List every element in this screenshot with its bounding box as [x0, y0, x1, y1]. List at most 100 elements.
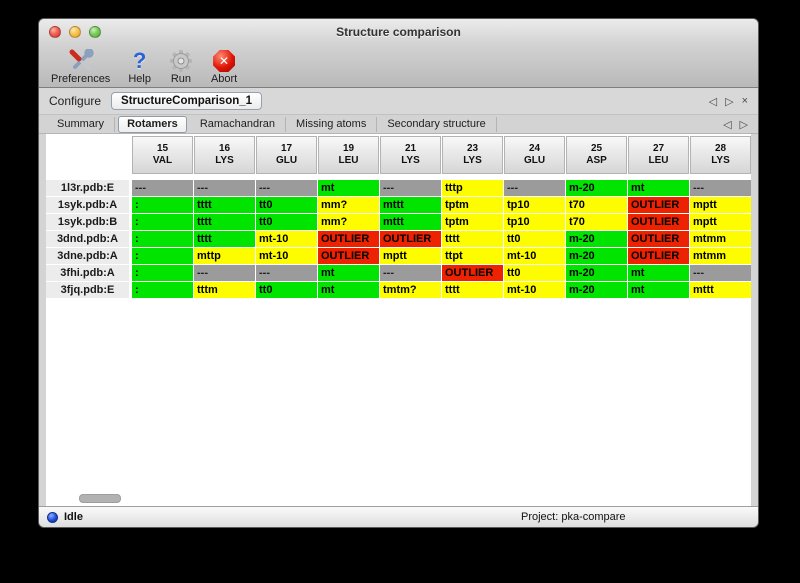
- rotamer-cell[interactable]: mptt: [690, 214, 751, 230]
- column-header-15[interactable]: 15 VAL: [132, 136, 193, 174]
- rotamer-cell[interactable]: OUTLIER: [628, 197, 689, 213]
- row-label[interactable]: 3fjq.pdb:E: [46, 282, 129, 298]
- rotamer-cell[interactable]: tttm: [194, 282, 255, 298]
- rotamer-cell[interactable]: mptt: [690, 197, 751, 213]
- column-header-17[interactable]: 17 GLU: [256, 136, 317, 174]
- rotamer-cell[interactable]: OUTLIER: [318, 248, 379, 264]
- rotamer-cell[interactable]: tttt: [194, 214, 255, 230]
- rotamer-cell[interactable]: mt: [628, 180, 689, 196]
- next-config-icon[interactable]: ▷: [725, 95, 734, 108]
- column-header-27[interactable]: 27 LEU: [628, 136, 689, 174]
- rotamer-cell[interactable]: tttp: [442, 180, 503, 196]
- rotamer-cell[interactable]: OUTLIER: [318, 231, 379, 247]
- row-label[interactable]: 1syk.pdb:A: [46, 197, 129, 213]
- rotamer-cell[interactable]: mt-10: [256, 231, 317, 247]
- rotamer-cell[interactable]: ---: [194, 265, 255, 281]
- rotamer-cell[interactable]: :: [132, 231, 193, 247]
- rotamer-cell[interactable]: mt: [318, 180, 379, 196]
- rotamer-cell[interactable]: ---: [690, 265, 751, 281]
- rotamer-cell[interactable]: mttt: [380, 214, 441, 230]
- tab-missing-atoms[interactable]: Missing atoms: [286, 116, 378, 132]
- rotamer-cell[interactable]: m-20: [566, 231, 627, 247]
- rotamer-cell[interactable]: :: [132, 197, 193, 213]
- next-tab-icon[interactable]: ▷: [739, 118, 748, 131]
- column-header-23[interactable]: 23 LYS: [442, 136, 503, 174]
- rotamer-cell[interactable]: OUTLIER: [442, 265, 503, 281]
- close-config-icon[interactable]: ×: [741, 94, 748, 107]
- rotamer-cell[interactable]: tttt: [194, 197, 255, 213]
- rotamer-cell[interactable]: m-20: [566, 180, 627, 196]
- rotamer-cell[interactable]: ttpt: [442, 248, 503, 264]
- rotamer-cell[interactable]: mt-10: [504, 282, 565, 298]
- rotamer-cell[interactable]: ---: [194, 180, 255, 196]
- prev-tab-icon[interactable]: ◁: [723, 118, 732, 131]
- rotamer-cell[interactable]: mttt: [690, 282, 751, 298]
- rotamer-cell[interactable]: mttp: [194, 248, 255, 264]
- configuration-tab[interactable]: StructureComparison_1: [111, 92, 263, 110]
- minimize-window-button[interactable]: [69, 26, 81, 38]
- rotamer-cell[interactable]: :: [132, 248, 193, 264]
- tab-summary[interactable]: Summary: [47, 116, 116, 132]
- rotamer-cell[interactable]: mm?: [318, 197, 379, 213]
- help-button[interactable]: ? Help: [128, 49, 151, 86]
- row-label[interactable]: 1l3r.pdb:E: [46, 180, 129, 196]
- rotamer-cell[interactable]: t70: [566, 197, 627, 213]
- rotamer-cell[interactable]: tttt: [442, 231, 503, 247]
- rotamer-cell[interactable]: mt: [318, 265, 379, 281]
- column-header-24[interactable]: 24 GLU: [504, 136, 565, 174]
- rotamer-cell[interactable]: tt0: [256, 197, 317, 213]
- horizontal-scrollbar-thumb[interactable]: [79, 494, 121, 503]
- rotamer-cell[interactable]: mt: [628, 265, 689, 281]
- rotamer-cell[interactable]: tp10: [504, 197, 565, 213]
- run-button[interactable]: Run: [169, 49, 193, 85]
- rotamer-cell[interactable]: tptm: [442, 214, 503, 230]
- rotamer-cell[interactable]: ---: [132, 180, 193, 196]
- column-header-19[interactable]: 19 LEU: [318, 136, 379, 174]
- rotamer-cell[interactable]: mt: [628, 282, 689, 298]
- rotamer-cell[interactable]: m-20: [566, 248, 627, 264]
- rotamer-cell[interactable]: tttt: [442, 282, 503, 298]
- rotamer-cell[interactable]: ---: [380, 265, 441, 281]
- preferences-button[interactable]: Preferences: [51, 49, 110, 85]
- abort-button[interactable]: ✕ Abort: [211, 49, 237, 85]
- row-label[interactable]: 3dne.pdb:A: [46, 248, 129, 264]
- column-header-16[interactable]: 16 LYS: [194, 136, 255, 174]
- rotamer-cell[interactable]: tttt: [194, 231, 255, 247]
- rotamer-cell[interactable]: tptm: [442, 197, 503, 213]
- zoom-window-button[interactable]: [89, 26, 101, 38]
- rotamer-cell[interactable]: tt0: [256, 282, 317, 298]
- rotamer-cell[interactable]: mt-10: [504, 248, 565, 264]
- rotamer-cell[interactable]: ---: [690, 180, 751, 196]
- row-label[interactable]: 1syk.pdb:B: [46, 214, 129, 230]
- rotamer-cell[interactable]: OUTLIER: [380, 231, 441, 247]
- tab-secondary-structure[interactable]: Secondary structure: [377, 116, 497, 132]
- rotamer-cell[interactable]: mt-10: [256, 248, 317, 264]
- rotamer-cell[interactable]: mtmm: [690, 231, 751, 247]
- tab-ramachandran[interactable]: Ramachandran: [190, 116, 287, 132]
- rotamer-cell[interactable]: tt0: [504, 231, 565, 247]
- prev-config-icon[interactable]: ◁: [708, 95, 718, 108]
- rotamer-cell[interactable]: m-20: [566, 282, 627, 298]
- rotamer-cell[interactable]: tt0: [504, 265, 565, 281]
- rotamer-cell[interactable]: mptt: [380, 248, 441, 264]
- column-header-28[interactable]: 28 LYS: [690, 136, 751, 174]
- rotamer-cell[interactable]: OUTLIER: [628, 214, 689, 230]
- column-header-21[interactable]: 21 LYS: [380, 136, 441, 174]
- tab-rotamers[interactable]: Rotamers: [118, 115, 187, 133]
- column-header-25[interactable]: 25 ASP: [566, 136, 627, 174]
- row-label[interactable]: 3dnd.pdb:A: [46, 231, 129, 247]
- rotamer-cell[interactable]: OUTLIER: [628, 248, 689, 264]
- rotamer-cell[interactable]: ---: [256, 265, 317, 281]
- rotamer-cell[interactable]: ---: [380, 180, 441, 196]
- rotamer-cell[interactable]: ---: [504, 180, 565, 196]
- rotamer-cell[interactable]: :: [132, 214, 193, 230]
- rotamer-cell[interactable]: ---: [256, 180, 317, 196]
- rotamer-cell[interactable]: :: [132, 282, 193, 298]
- rotamer-cell[interactable]: tmtm?: [380, 282, 441, 298]
- rotamer-cell[interactable]: mm?: [318, 214, 379, 230]
- rotamer-cell[interactable]: mtmm: [690, 248, 751, 264]
- rotamer-cell[interactable]: tp10: [504, 214, 565, 230]
- rotamer-cell[interactable]: t70: [566, 214, 627, 230]
- rotamer-cell[interactable]: mttt: [380, 197, 441, 213]
- row-label[interactable]: 3fhi.pdb:A: [46, 265, 129, 281]
